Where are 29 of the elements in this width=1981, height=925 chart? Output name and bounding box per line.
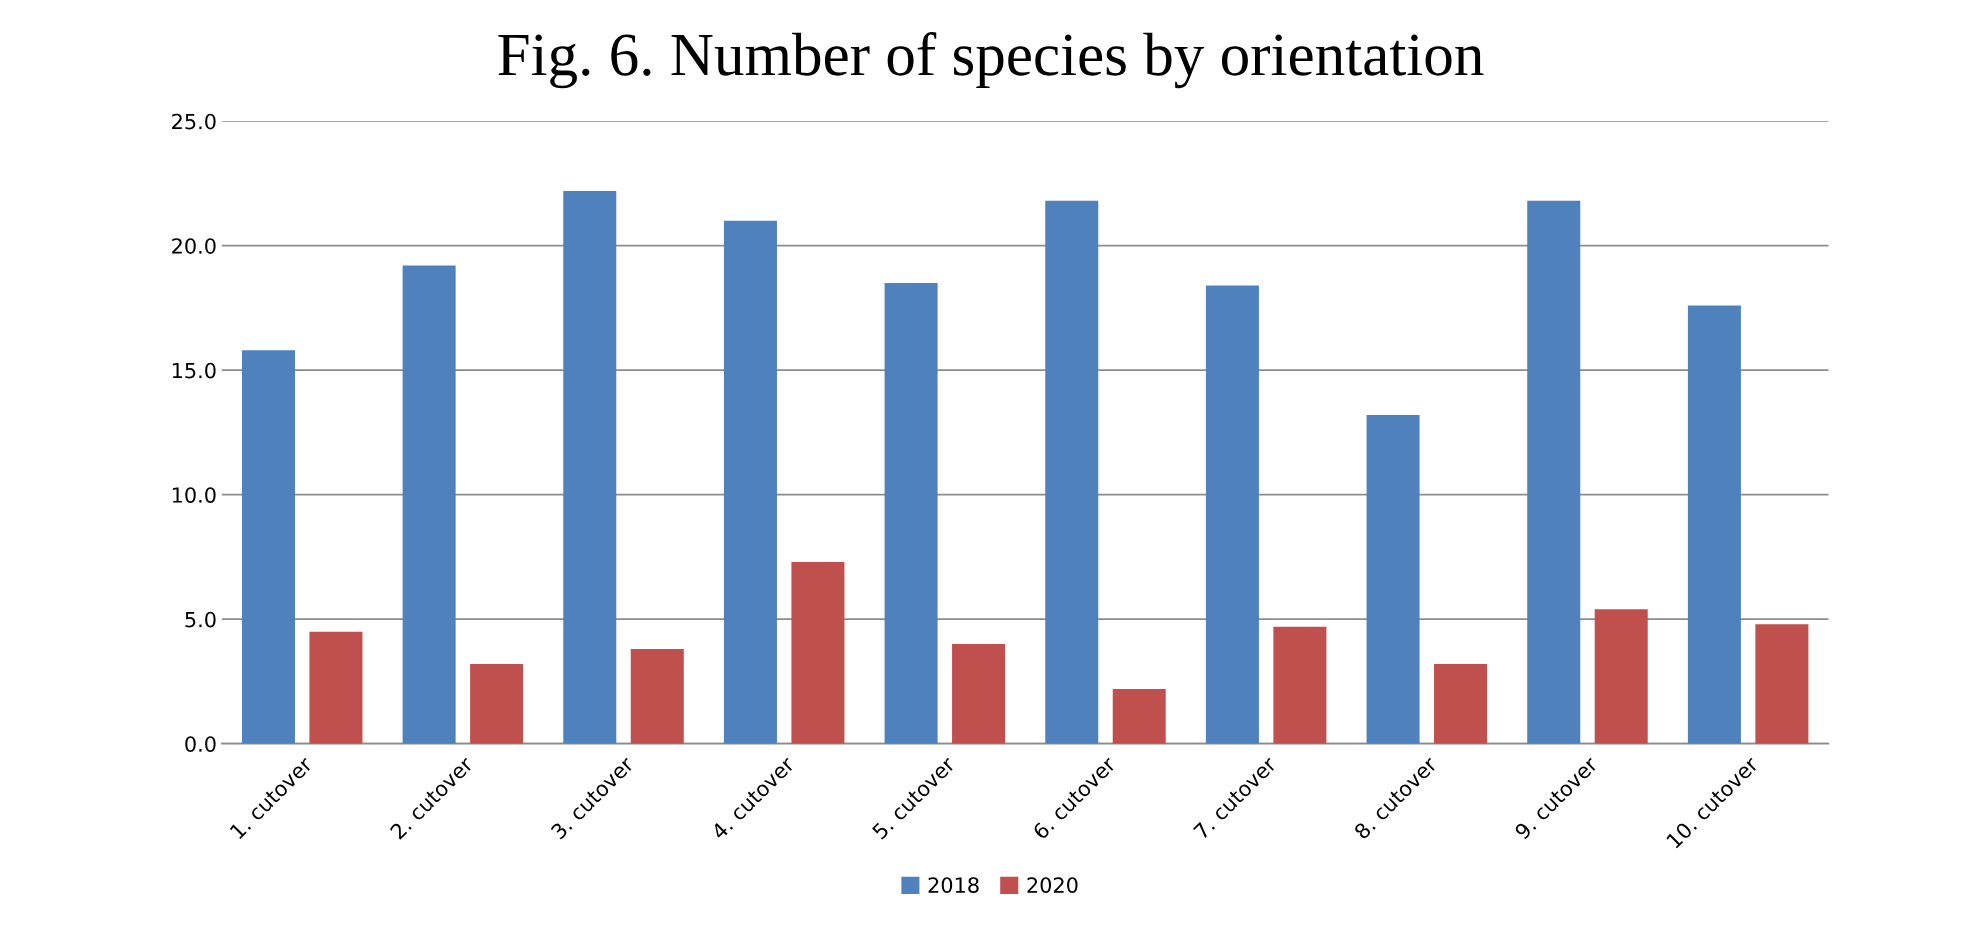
bar — [1527, 200, 1581, 744]
y-tick-label: 0.0 — [185, 736, 216, 752]
bar — [1112, 688, 1166, 744]
bar — [1273, 626, 1327, 744]
legend-label: 2020 — [1027, 877, 1078, 893]
bar — [791, 561, 845, 744]
y-tick-label: 25.0 — [172, 113, 216, 130]
bar — [1205, 285, 1259, 744]
bar — [1594, 609, 1648, 744]
bar — [723, 220, 777, 744]
y-tick-label: 5.0 — [185, 611, 216, 628]
bar — [884, 283, 938, 744]
bar — [952, 644, 1006, 744]
bar — [1755, 624, 1809, 744]
y-tick-label: 15.0 — [172, 362, 216, 379]
y-tick-label: 20.0 — [172, 238, 216, 254]
bar — [241, 350, 295, 744]
chart-title: Fig. 6. Number of species by orientation — [498, 32, 1484, 89]
bar — [1045, 200, 1099, 744]
bar — [1434, 664, 1488, 744]
bar — [1687, 305, 1741, 744]
bar — [470, 664, 524, 744]
bar — [1366, 415, 1420, 744]
bar — [402, 265, 456, 744]
legend-label: 2018 — [928, 877, 979, 893]
bar — [309, 631, 363, 744]
bar — [630, 649, 684, 744]
bar — [563, 190, 617, 744]
y-tick-label: 10.0 — [172, 487, 216, 503]
